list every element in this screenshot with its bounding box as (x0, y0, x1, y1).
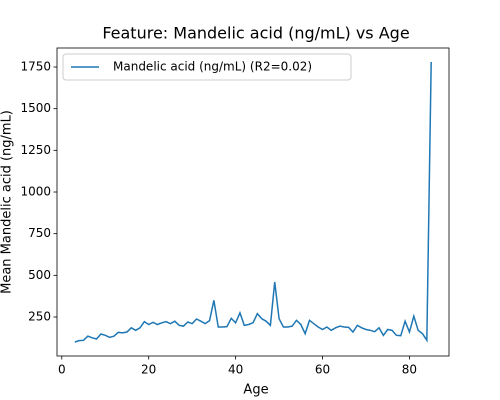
x-tick-label: 60 (315, 363, 330, 377)
chart-title: Feature: Mandelic acid (ng/mL) vs Age (102, 24, 409, 43)
line (74, 61, 432, 343)
x-tick-label: 0 (58, 363, 66, 377)
y-tick-label: 750 (28, 226, 51, 240)
y-tick-label: 500 (28, 268, 51, 282)
x-tick-label: 40 (228, 363, 243, 377)
plot-frame (56, 47, 450, 357)
legend-label: Mandelic acid (ng/mL) (R2=0.02) (113, 60, 312, 74)
legend-box (62, 53, 352, 81)
y-tick-label: 1250 (20, 143, 51, 157)
x-tick-label: 20 (141, 363, 156, 377)
y-tick-label: 1500 (20, 101, 51, 115)
x-tick-label: 80 (402, 363, 417, 377)
x-axis-label: Age (243, 383, 268, 398)
y-tick-label: 1000 (20, 185, 51, 199)
y-tick-label: 1750 (20, 60, 51, 74)
y-tick-label: 250 (28, 310, 51, 324)
y-axis-label: Mean Mandelic acid (ng/mL) (0, 110, 15, 294)
